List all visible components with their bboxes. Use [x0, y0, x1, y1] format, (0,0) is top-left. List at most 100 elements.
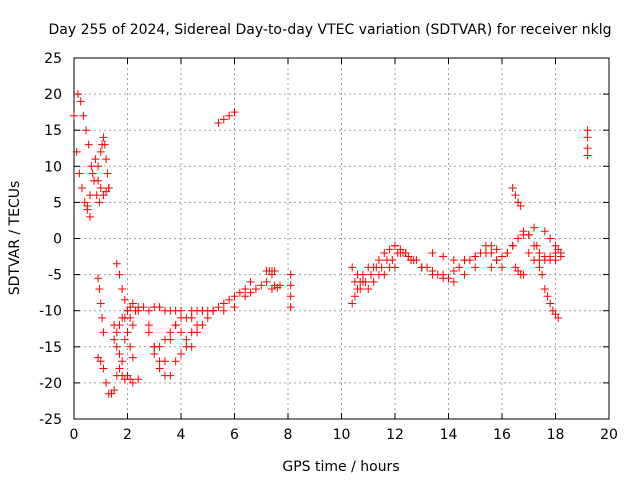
data-point	[583, 144, 592, 153]
data-point	[155, 357, 164, 366]
series-track-o	[214, 108, 239, 127]
data-point	[492, 256, 501, 265]
data-point	[177, 328, 185, 337]
y-tick-label: 20	[44, 87, 62, 103]
x-axis-label: GPS time / hours	[282, 459, 399, 475]
data-point	[95, 285, 104, 294]
data-point	[219, 306, 228, 315]
y-tick-label: 5	[53, 195, 62, 211]
tick-marks	[73, 57, 610, 420]
data-point	[487, 263, 496, 272]
data-point	[230, 303, 239, 312]
data-point	[530, 223, 539, 232]
data-point	[511, 191, 520, 200]
data-point	[439, 252, 448, 261]
y-tick-label: 0	[53, 232, 62, 248]
data-point	[540, 285, 549, 294]
data-point	[139, 303, 148, 312]
data-point	[70, 111, 78, 120]
data-point	[120, 335, 129, 344]
data-point	[112, 259, 121, 268]
data-point	[94, 274, 103, 283]
data-point	[110, 386, 119, 395]
x-tick-label: 8	[284, 427, 293, 443]
data-point	[214, 118, 223, 127]
data-point	[364, 285, 373, 294]
x-tick-label: 2	[123, 427, 132, 443]
data-point	[286, 292, 295, 301]
data-point	[449, 256, 458, 265]
data-point	[78, 183, 87, 192]
data-point	[225, 295, 234, 304]
data-point	[532, 241, 541, 250]
data-point	[110, 335, 119, 344]
y-tick-labels: -25 -20 -15 -10 -5 0 5 10 15 20 25	[39, 51, 62, 428]
data-point	[230, 108, 239, 117]
data-point	[535, 256, 544, 265]
data-point	[556, 248, 565, 257]
data-point	[546, 252, 555, 261]
data-point	[543, 292, 552, 301]
data-point	[439, 274, 448, 283]
data-point	[514, 234, 523, 243]
data-point	[241, 285, 250, 294]
data-point	[353, 270, 362, 279]
data-point	[369, 277, 378, 286]
data-point	[286, 270, 295, 279]
data-point	[83, 205, 92, 214]
data-point	[91, 155, 100, 164]
series-track-i	[110, 328, 137, 366]
series-track-ah	[540, 227, 565, 257]
data-point	[155, 364, 164, 373]
data-point	[492, 245, 501, 254]
x-tick-label: 16	[493, 427, 511, 443]
data-point	[460, 270, 469, 279]
data-point	[246, 288, 255, 297]
data-point	[198, 321, 207, 330]
series-track-b	[74, 90, 104, 207]
data-point	[177, 350, 185, 359]
data-point	[115, 364, 124, 373]
data-point	[471, 252, 480, 261]
data-point	[103, 169, 112, 178]
data-point	[524, 230, 533, 239]
y-tick-label: -25	[39, 412, 62, 428]
data-point	[155, 342, 164, 351]
x-tick-label: 10	[333, 427, 351, 443]
data-point	[95, 198, 104, 207]
data-point	[134, 306, 143, 315]
data-point	[361, 277, 370, 286]
data-point	[275, 281, 284, 290]
x-tick-label: 14	[440, 427, 458, 443]
data-point	[407, 256, 416, 265]
data-point	[356, 285, 365, 294]
data-point	[286, 281, 295, 290]
data-point	[388, 256, 397, 265]
data-point	[391, 263, 399, 272]
data-point	[144, 306, 153, 315]
data-point	[104, 183, 113, 192]
data-point	[380, 248, 389, 257]
data-point	[98, 313, 107, 322]
data-point	[241, 292, 250, 301]
data-point	[230, 292, 239, 301]
series-track-n	[209, 277, 255, 315]
data-point	[94, 176, 103, 185]
data-point	[498, 263, 506, 272]
data-point	[87, 162, 96, 171]
data-point	[94, 162, 103, 171]
data-point	[203, 313, 212, 322]
data-point	[417, 263, 426, 272]
data-point	[348, 299, 357, 308]
data-point	[519, 270, 528, 279]
data-point	[503, 248, 512, 257]
data-point	[546, 299, 555, 308]
data-point	[115, 270, 124, 279]
data-point	[380, 270, 389, 279]
data-point	[120, 313, 129, 322]
data-point	[160, 335, 169, 344]
data-point	[391, 241, 399, 250]
chart-title: Day 255 of 2024, Sidereal Day-to-day VTE…	[49, 22, 612, 38]
data-point	[583, 133, 592, 142]
y-tick-label: -20	[39, 376, 62, 392]
